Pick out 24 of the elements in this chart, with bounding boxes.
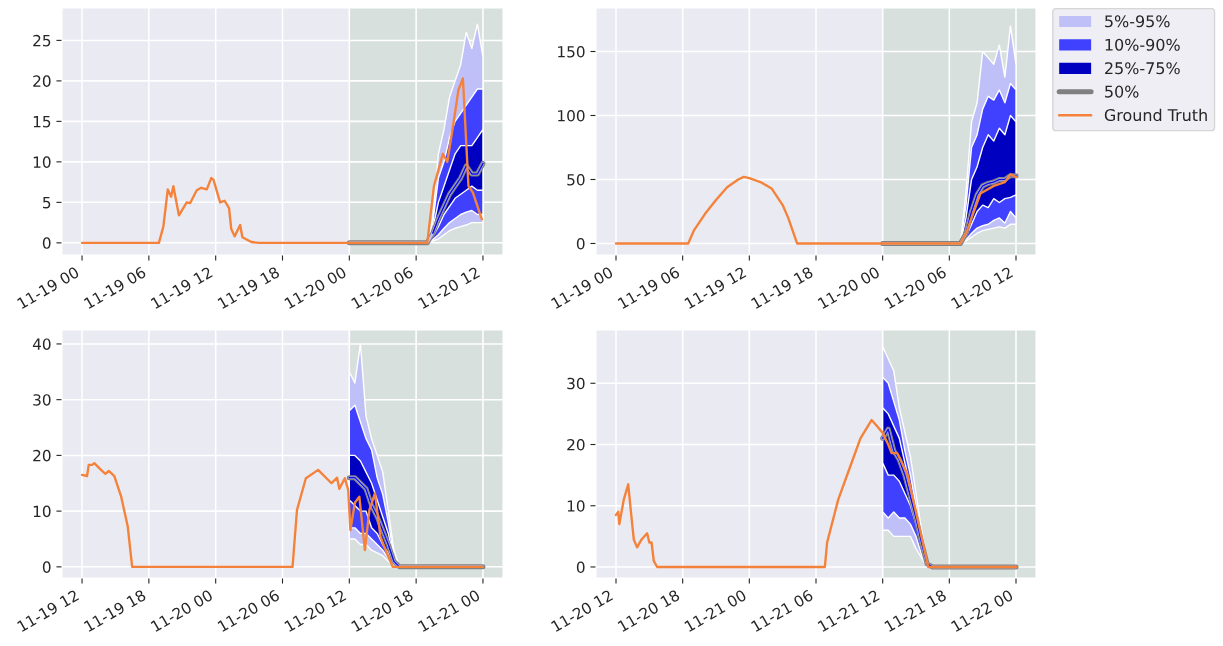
y-tick-label: 100 [558, 109, 585, 122]
y-tick-label: 10 [33, 156, 51, 168]
y-tick-label: 150 [558, 45, 585, 58]
legend-label: Ground Truth [1104, 108, 1207, 122]
y-tick-label: 30 [567, 377, 585, 390]
y-tick-label: 10 [33, 505, 51, 518]
legend-label: 50% [1105, 85, 1139, 98]
y-tick-label: 0 [576, 237, 585, 250]
y-tick-label: 20 [567, 438, 585, 451]
y-tick-label: 10 [567, 500, 585, 512]
y-tick-label: 0 [42, 561, 51, 573]
y-tick-label: 5 [43, 197, 51, 209]
y-tick-label: 20 [33, 75, 51, 87]
legend-label: 25%-75% [1105, 62, 1180, 75]
y-tick-label: 50 [567, 173, 585, 186]
y-tick-label: 40 [32, 338, 51, 350]
y-tick-label: 15 [33, 116, 51, 128]
y-tick-label: 0 [42, 237, 51, 249]
legend-label: 10%-90% [1105, 38, 1180, 51]
y-tick-label: 20 [33, 449, 51, 462]
y-tick-label: 0 [576, 561, 585, 573]
y-tick-label: 25 [33, 34, 51, 47]
y-tick-label: 30 [33, 394, 51, 406]
legend-label: 5%-95% [1105, 15, 1170, 28]
